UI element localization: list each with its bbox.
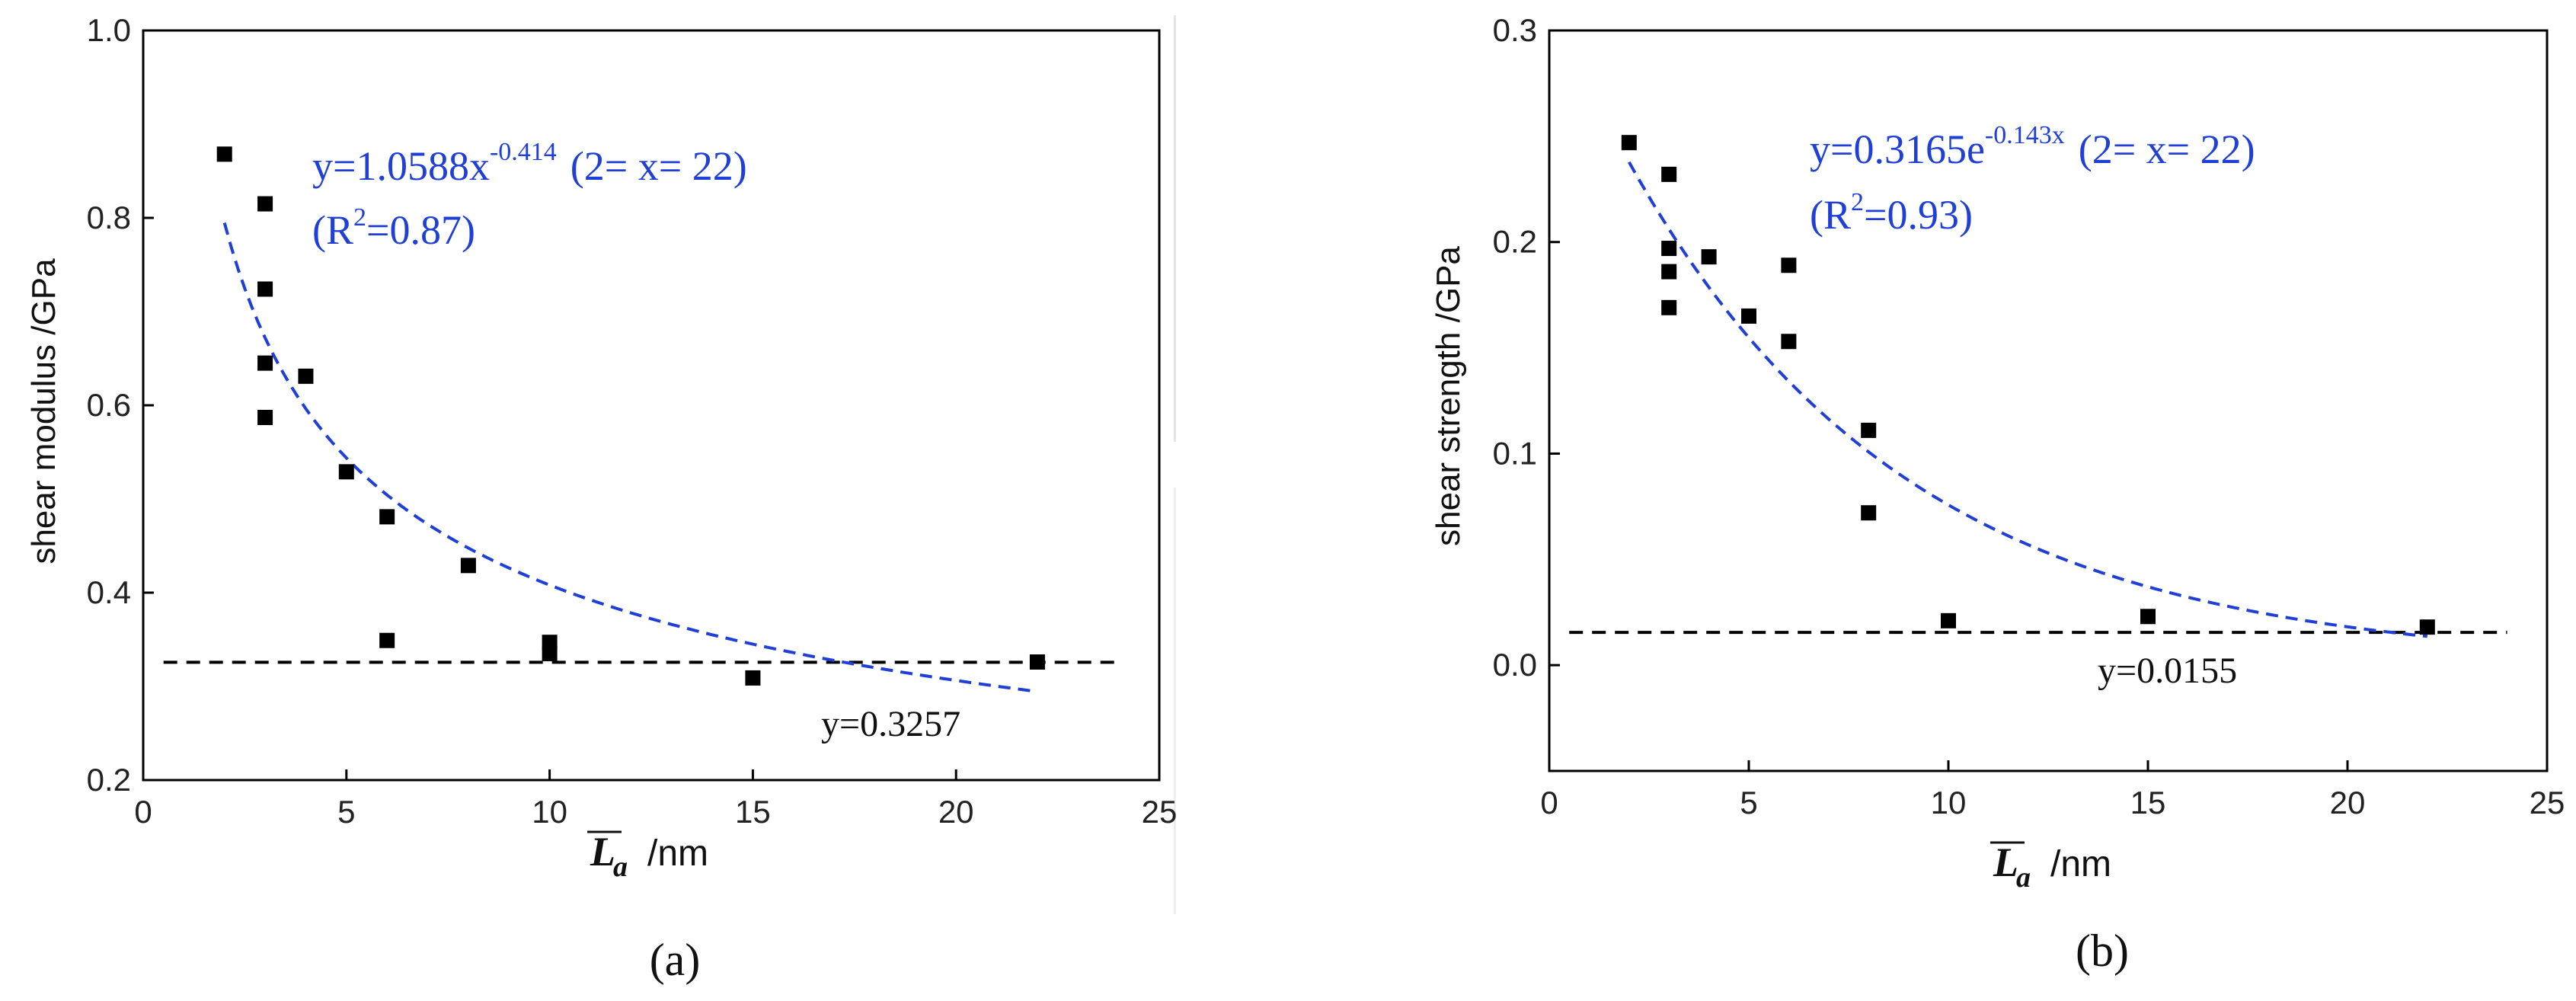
panel-a-x-axis-symbol: L bbox=[590, 829, 615, 875]
panel-a-r2-sup: 2 bbox=[353, 203, 366, 232]
panel-b-x-tick-label: 5 bbox=[1740, 785, 1757, 820]
panel-b-x-tick-label: 15 bbox=[2130, 785, 2166, 820]
panel-b-data-point bbox=[1741, 308, 1756, 324]
panel-a-data-point bbox=[338, 464, 354, 480]
panel-a-data-point bbox=[542, 645, 558, 661]
panel-b-fit-curve bbox=[1628, 161, 2428, 638]
panel-b-fit-r2: (R2=0.93) bbox=[1810, 188, 1973, 238]
panel-a-fit-r2: (R2=0.87) bbox=[312, 203, 475, 253]
panel-b-shear-strength: 0 5 10 15 20 25 0.0 0.1 0.2 0.3 shear strength /G… bbox=[1430, 12, 2565, 976]
panel-a-x-tick-label: 5 bbox=[337, 794, 355, 830]
panel-a-constant-label: y=0.3257 bbox=[821, 704, 960, 744]
panel-b-y-tick-label: 0.1 bbox=[1493, 435, 1537, 471]
panel-a-data-point bbox=[257, 355, 273, 371]
panel-a-data-point bbox=[745, 670, 761, 686]
panel-b-r2-sup: 2 bbox=[1851, 188, 1864, 216]
panel-a-x-tick-label: 25 bbox=[1142, 794, 1178, 830]
panel-b-caption: (b) bbox=[2076, 926, 2129, 976]
panel-b-y-tick-label: 0.3 bbox=[1493, 12, 1537, 48]
panel-b-x-axis-symbol: L bbox=[1993, 839, 2018, 885]
panel-a-x-tick-label: 10 bbox=[532, 794, 567, 830]
panel-a-fit-exponent: -0.414 bbox=[490, 138, 557, 166]
panel-b-constant-label: y=0.0155 bbox=[2098, 651, 2237, 691]
panel-b-x-tick-label: 0 bbox=[1540, 785, 1558, 820]
panel-a-x-axis-label: L a /nm bbox=[587, 829, 708, 883]
panel-a-data-point bbox=[257, 281, 273, 297]
panel-b-data-point bbox=[1781, 257, 1797, 273]
panel-divider-line-lower bbox=[1174, 488, 1176, 914]
panel-b-fit-prefix: y=0.3165e bbox=[1810, 126, 1985, 172]
panel-b-r2-close: =0.93) bbox=[1864, 192, 1973, 238]
panel-b-x-tick-label: 10 bbox=[1931, 785, 1967, 820]
panel-b-x-axis-unit: /nm bbox=[2050, 844, 2111, 884]
panel-a-shear-modulus: 0 5 10 15 20 25 0.2 0.4 0.6 0.8 1.0 shear modulus … bbox=[25, 12, 1177, 985]
panel-b-x-tick-label: 25 bbox=[2530, 785, 2565, 820]
panel-a-y-axis-label: shear modulus /GPa bbox=[25, 258, 62, 564]
panel-a-y-tick-label: 0.4 bbox=[87, 574, 131, 610]
panel-a-r2-close: =0.87) bbox=[366, 207, 475, 253]
panel-a-data-point bbox=[379, 509, 395, 525]
panel-a-y-tick-label: 0.8 bbox=[87, 200, 131, 235]
panel-b-data-point bbox=[1661, 264, 1677, 280]
panel-b-data-point bbox=[1941, 612, 1956, 628]
panel-b-fit-equation: y=0.3165e-0.143x (2= x= 22) bbox=[1810, 121, 2255, 172]
panel-b-plot-frame bbox=[1548, 29, 2549, 772]
panel-b-data-point bbox=[1701, 249, 1717, 265]
panel-b-x-axis-subscript: a bbox=[2016, 862, 2031, 894]
panel-b-fit-exponent: -0.143x bbox=[1985, 121, 2065, 149]
panel-b-y-axis-label: shear strength /GPa bbox=[1430, 246, 1467, 546]
panel-b-data-point bbox=[1661, 166, 1677, 182]
panel-a-x-axis-unit: /nm bbox=[647, 833, 708, 874]
panel-b-r2-open: (R bbox=[1810, 192, 1851, 238]
panel-a-x-tick-label: 20 bbox=[938, 794, 974, 830]
panel-divider-line bbox=[1174, 15, 1176, 442]
panel-a-fit-curve bbox=[222, 222, 1038, 693]
panel-a-x-axis-subscript: a bbox=[613, 851, 628, 883]
panel-b-data-point bbox=[1861, 422, 1877, 438]
panel-a-data-point bbox=[379, 632, 395, 648]
panel-b-data-point bbox=[1661, 241, 1677, 257]
panel-a-r2-open: (R bbox=[312, 207, 353, 253]
panel-a-data-point bbox=[460, 558, 476, 574]
panel-b-y-tick-label: 0.2 bbox=[1493, 224, 1537, 260]
panel-a-caption: (a) bbox=[650, 935, 701, 985]
panel-b-x-axis-label: L a /nm bbox=[1990, 839, 2111, 894]
panel-a-y-tick-label: 0.6 bbox=[87, 387, 131, 423]
panel-a-data-point bbox=[1029, 654, 1045, 670]
panel-a-y-tick-label: 1.0 bbox=[87, 12, 131, 48]
panel-b-data-point bbox=[2140, 609, 2156, 625]
panel-a-data-point bbox=[298, 368, 314, 384]
panel-b-data-point bbox=[1861, 505, 1877, 521]
panel-a-x-tick-label: 0 bbox=[134, 794, 152, 830]
panel-b-x-tick-label: 20 bbox=[2330, 785, 2366, 820]
panel-b-y-tick-label: 0.0 bbox=[1493, 647, 1537, 683]
panel-a-data-point bbox=[216, 146, 232, 162]
panel-b-data-point bbox=[2419, 619, 2435, 635]
panel-a-fit-equation: y=1.0588x-0.414 (2= x= 22) bbox=[312, 138, 747, 189]
panel-a-y-tick-label: 0.2 bbox=[87, 762, 131, 798]
panel-a-fit-prefix: y=1.0588x bbox=[312, 143, 490, 189]
panel-a-data-point bbox=[257, 196, 273, 212]
panel-a-fit-range: (2= x= 22) bbox=[570, 143, 747, 189]
panel-b-fit-range: (2= x= 22) bbox=[2079, 126, 2255, 172]
panel-b-data-point bbox=[1621, 135, 1637, 151]
panel-b-data-point bbox=[1661, 299, 1677, 315]
panel-a-x-tick-label: 15 bbox=[735, 794, 771, 830]
panel-b-data-point bbox=[1781, 334, 1797, 350]
panel-a-data-point bbox=[257, 409, 273, 425]
